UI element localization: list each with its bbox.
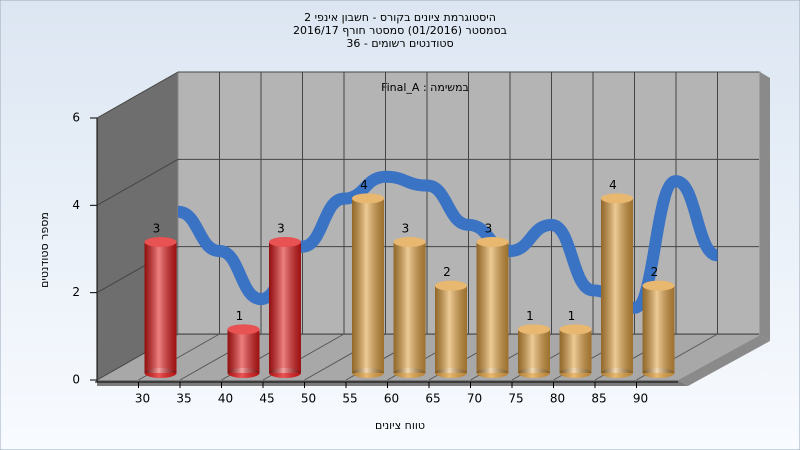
y-tick-label: 4 [72,198,80,212]
floor-front [97,380,688,386]
bar-shade [601,198,633,373]
x-tick-label: 30 [135,392,150,406]
floor [97,335,760,380]
bar-cap [393,237,426,247]
y-axis-label: מספר סטודנטים [38,212,51,288]
grid-line [96,158,179,206]
bar-cap [642,280,675,291]
bar-base [518,368,550,378]
bar-shade [144,242,177,373]
bar-cap [601,193,633,204]
x-tick-label: 80 [550,392,565,406]
bar-base [269,368,301,378]
wall-edge [760,72,770,341]
bar-base [435,368,467,378]
x-tick-label: 60 [384,392,399,406]
bar-cap [393,237,426,247]
bar-base [393,368,426,378]
x-tick-label: 40 [218,392,233,406]
bar-cap [144,237,177,247]
bar-cap [642,280,675,291]
x-tick-label: 90 [633,392,648,406]
bar-shade [393,242,426,373]
bar-base [144,368,177,378]
bar-label: 1 [568,309,576,323]
bar-base [642,368,675,378]
bar-shade [435,285,467,373]
title: היסטוגרמת ציונים בקורס - חשבון אינפי 2בס… [293,11,507,50]
x-tick-label: 85 [591,392,606,406]
bar-shade [227,329,260,373]
bar-cap [476,237,509,247]
x-tick-label: 50 [301,392,316,406]
bar-shade [352,198,384,373]
bar-cap [601,193,633,204]
bar-label: 4 [609,178,617,192]
bar-label: 3 [402,222,410,236]
annotation: במשימה : Final_A [381,81,469,94]
bar-cap [269,237,301,247]
bar-label: 1 [236,309,244,323]
bar-cap [352,193,384,204]
bar-cap [518,324,550,335]
bar-cap [435,280,467,291]
x-tick-label: 75 [508,392,523,406]
x-tick-label: 55 [342,392,357,406]
bar-cap [352,193,384,204]
y-tick-label: 6 [72,111,80,125]
bar-shade [642,285,675,373]
y-tick-label: 0 [72,373,80,387]
bar-label: 3 [153,222,161,236]
chart-title: היסטוגרמת ציונים בקורס - חשבון אינפי 2 [304,11,496,24]
bar-label: 2 [443,265,451,279]
y-tick-label: 2 [72,285,80,299]
bar-label: 4 [360,178,368,192]
bar-cap [144,237,177,247]
bar-base [476,368,509,378]
chart-title: בסמסטר (01/2016) סמסטר חורף 2016/17 [293,24,507,37]
bar-label: 3 [485,222,493,236]
chart-title: סטודנטים רשומים - 36 [346,37,453,50]
bar-cap [559,324,592,335]
bar-base [352,368,384,378]
bar-shade [518,329,550,373]
bar-shade [476,242,509,373]
bar-cap [518,324,550,335]
bar-shade [559,329,592,373]
bar-shade [269,242,301,373]
grid-line [96,71,179,119]
bar-cap [227,324,260,335]
x-tick-label: 35 [176,392,191,406]
bar-label: 3 [277,222,285,236]
bar-label: 1 [526,309,534,323]
x-tick-label: 65 [425,392,440,406]
floor-edge [678,335,770,386]
bar-cap [476,237,509,247]
bar-base [559,368,592,378]
x-tick-label: 70 [467,392,482,406]
bar-cap [435,280,467,291]
bar-base [227,368,260,378]
bar-cap [559,324,592,335]
bar-base [601,368,633,378]
bar-cap [227,324,260,335]
bar-label: 2 [651,265,659,279]
x-tick-label: 45 [259,392,274,406]
x-axis-label: טווח ציונים [375,419,425,432]
bar-cap [269,237,301,247]
trend-line [176,170,720,314]
